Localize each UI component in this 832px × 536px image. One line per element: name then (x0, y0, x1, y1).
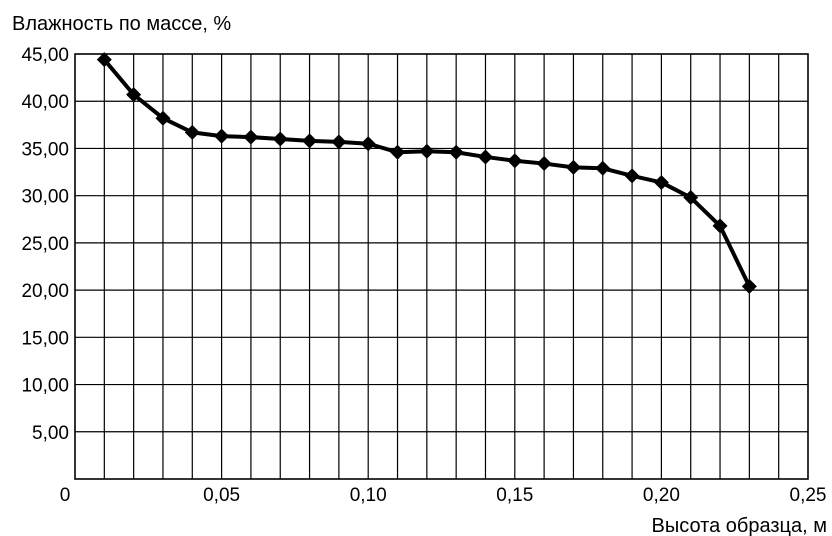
y-tick-label: 10,00 (21, 376, 69, 397)
data-series (96, 52, 757, 294)
x-tick-label: 0 (60, 485, 71, 506)
y-tick-label: 20,00 (21, 281, 69, 302)
data-point (331, 134, 347, 150)
data-point (96, 52, 112, 68)
data-point (683, 190, 699, 206)
data-point (653, 174, 669, 190)
data-point (712, 218, 728, 234)
data-point (507, 153, 523, 169)
x-tick-label: 0,20 (643, 485, 680, 506)
data-point (741, 278, 757, 294)
y-axis-title: Влажность по массе, % (12, 13, 231, 35)
data-point (390, 144, 406, 160)
x-tick-label: 0,10 (350, 485, 387, 506)
data-point (448, 144, 464, 160)
data-point (243, 129, 259, 145)
y-tick-label: 45,00 (21, 45, 69, 66)
x-tick-label: 0,15 (496, 485, 533, 506)
x-tick-label: 0,25 (790, 485, 827, 506)
x-axis-title: Высота образца, м (652, 515, 827, 536)
data-point (419, 143, 435, 159)
data-point (126, 87, 142, 103)
y-tick-label: 30,00 (21, 187, 69, 208)
y-tick-label: 5,00 (32, 423, 69, 444)
data-point (565, 159, 581, 175)
data-point (302, 133, 318, 149)
data-point (595, 160, 611, 176)
data-point (624, 168, 640, 184)
grid (74, 53, 809, 480)
y-tick-label: 40,00 (21, 92, 69, 113)
data-point (360, 136, 376, 152)
y-tick-label: 35,00 (21, 139, 69, 160)
data-point (214, 128, 230, 144)
data-point (155, 110, 171, 126)
y-tick-label: 15,00 (21, 328, 69, 349)
plot-frame (74, 53, 809, 480)
data-point (536, 156, 552, 172)
x-tick-label: 0,05 (203, 485, 240, 506)
data-point (272, 131, 288, 147)
data-point (184, 124, 200, 140)
data-point (477, 149, 493, 165)
axis-labels: Влажность по массе, % Высота образца, м … (12, 13, 827, 536)
y-tick-label: 25,00 (21, 234, 69, 255)
